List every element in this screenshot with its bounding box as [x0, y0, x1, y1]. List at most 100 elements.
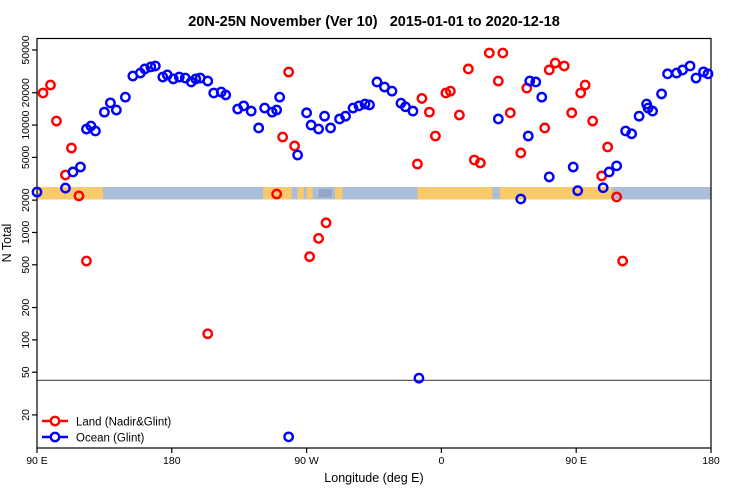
x-tick-label: 180	[702, 455, 720, 467]
data-point-land	[611, 191, 623, 203]
data-point-land	[412, 158, 423, 170]
data-point-ocean	[245, 105, 257, 117]
data-point-ocean	[283, 431, 295, 443]
y-tick-label: 100	[20, 331, 32, 349]
data-point-ocean	[400, 101, 411, 113]
data-point-ocean	[572, 185, 584, 197]
data-point-ocean	[536, 91, 548, 103]
data-point-land	[587, 115, 599, 127]
x-tick-label: 0	[438, 455, 444, 467]
chart-title: 20N-25N November (Ver 10) 2015-01-01 to …	[188, 14, 560, 30]
data-point-land	[320, 217, 332, 229]
data-point-ocean	[690, 72, 702, 84]
data-point-ocean	[319, 110, 330, 122]
data-point-ocean	[220, 89, 232, 101]
y-tick-label: 20	[20, 409, 32, 421]
data-point-ocean	[611, 160, 623, 172]
data-point-ocean	[60, 182, 71, 194]
data-point-ocean	[359, 98, 371, 110]
y-tick-label: 2000	[20, 188, 32, 212]
map-strip-land	[499, 187, 613, 200]
x-tick-label: 90 W	[294, 455, 319, 467]
data-point-ocean	[202, 75, 214, 87]
data-point-land	[617, 255, 629, 267]
legend: Land (Nadir&Glint) Ocean (Glint)	[42, 415, 171, 445]
map-strip-islands	[318, 189, 333, 198]
data-point-ocean	[31, 186, 43, 198]
data-point-ocean	[301, 107, 312, 119]
plot-border	[36, 37, 712, 449]
data-point-ocean	[530, 76, 542, 88]
legend-marker-ocean	[49, 431, 61, 443]
data-point-land	[492, 75, 504, 87]
map-strip-land	[306, 187, 313, 200]
x-tick-label: 90 E	[26, 455, 48, 467]
data-point-land	[558, 60, 570, 72]
data-point-ocean	[407, 105, 419, 117]
data-point-ocean	[313, 123, 324, 135]
data-point-ocean	[99, 106, 110, 118]
map-strip-land	[37, 187, 103, 200]
map-strip-land	[417, 187, 493, 200]
x-axis-title: Longitude (deg E)	[324, 471, 423, 485]
data-point-ocean	[340, 110, 351, 122]
data-point-land	[313, 233, 324, 244]
data-point-land	[277, 131, 289, 143]
data-point-land	[575, 87, 587, 99]
data-point-land	[549, 57, 561, 69]
series-ocean	[31, 60, 714, 443]
data-point-land	[566, 107, 578, 119]
data-point-ocean	[274, 91, 286, 103]
data-point-ocean	[292, 149, 304, 161]
y-tick-label: 1000	[20, 221, 32, 245]
data-point-land	[543, 64, 555, 76]
legend-label-ocean: Ocean (Glint)	[76, 433, 145, 445]
data-point-ocean	[253, 122, 265, 134]
data-point-ocean	[597, 182, 609, 194]
data-point-ocean	[522, 130, 534, 142]
data-point-land	[504, 107, 516, 119]
data-point-land	[416, 93, 428, 104]
map-strip	[37, 187, 711, 200]
data-point-ocean	[347, 102, 359, 114]
data-point-land	[283, 66, 295, 78]
data-point-ocean	[173, 71, 185, 83]
data-point-land	[271, 188, 283, 200]
data-point-land	[539, 122, 551, 134]
data-point-ocean	[145, 61, 157, 73]
map-strip-land	[335, 187, 343, 200]
data-point-land	[424, 106, 435, 118]
data-point-ocean	[524, 75, 536, 87]
data-point-ocean	[149, 60, 161, 72]
axes: 90 E 180 90 W 0 90 E 180 50000 20000 10000 5000 20…	[20, 35, 720, 467]
data-point-ocean	[110, 104, 122, 116]
data-point-ocean	[702, 68, 714, 80]
data-point-land	[579, 79, 591, 91]
y-tick-label: 50	[20, 366, 32, 378]
data-point-ocean	[656, 88, 667, 100]
data-point-land	[602, 141, 614, 153]
data-point-ocean	[271, 104, 283, 116]
data-point-ocean	[139, 63, 151, 75]
data-point-ocean	[543, 171, 555, 183]
data-point-ocean	[238, 100, 250, 112]
y-tick-label: 5000	[20, 146, 32, 170]
data-point-ocean	[364, 99, 375, 111]
data-point-land	[51, 115, 62, 127]
y-tick-label: 20000	[20, 78, 32, 107]
data-point-land	[462, 63, 474, 75]
data-point-ocean	[413, 372, 425, 384]
legend-label-land: Land (Nadir&Glint)	[76, 417, 171, 429]
data-point-ocean	[353, 100, 365, 112]
data-point-ocean	[386, 85, 398, 97]
y-tick-label: 10000	[20, 110, 32, 139]
data-point-land	[515, 147, 527, 159]
data-point-ocean	[567, 161, 579, 173]
data-point-ocean	[90, 125, 101, 137]
map-strip-land	[297, 187, 304, 200]
data-point-ocean	[104, 97, 116, 109]
data-point-ocean	[167, 73, 179, 85]
data-point-land	[81, 255, 92, 267]
